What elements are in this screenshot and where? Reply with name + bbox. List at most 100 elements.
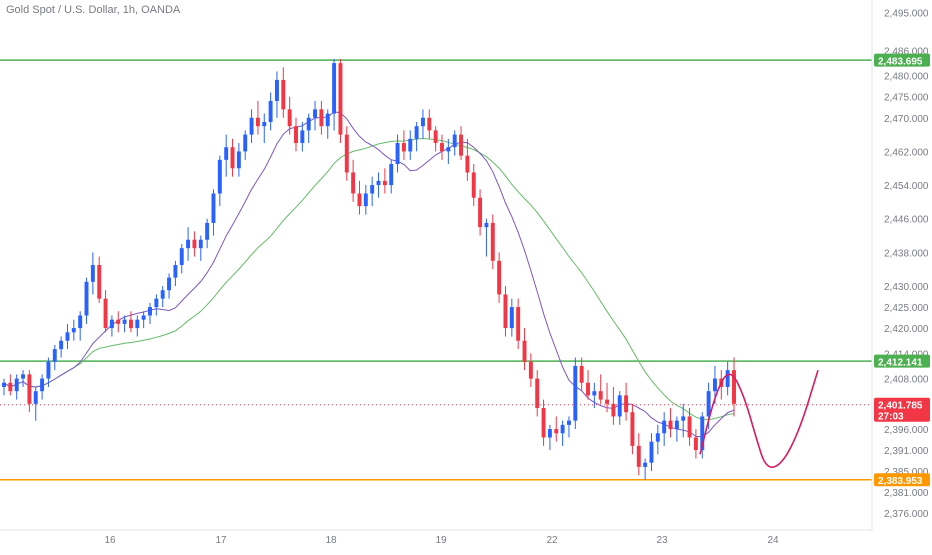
price-tick-label: 2,385.000: [884, 467, 929, 478]
candle-body: [116, 319, 121, 324]
price-tick-label: 2,391.000: [884, 446, 929, 457]
candle-body: [681, 416, 686, 421]
candle-body: [14, 378, 19, 392]
candle: [65, 323, 70, 350]
candle-body: [274, 79, 279, 101]
candle: [674, 416, 679, 442]
candle-body: [566, 420, 571, 425]
candle: [167, 273, 172, 299]
candle: [522, 328, 527, 371]
candle: [27, 370, 32, 413]
candle: [14, 374, 19, 400]
candle-body: [586, 382, 590, 396]
candle: [306, 113, 311, 144]
candle-body: [84, 281, 89, 316]
candle: [497, 252, 502, 303]
candle: [116, 311, 121, 333]
level-price-tag: 2,412.141: [874, 354, 930, 369]
candle: [281, 67, 286, 118]
candle-body: [712, 378, 717, 392]
candle: [344, 126, 349, 181]
candle: [528, 353, 533, 387]
candle-body: [732, 370, 736, 404]
candle-body: [535, 378, 540, 409]
candle: [249, 109, 254, 144]
candle-body: [351, 172, 356, 194]
candle: [732, 357, 736, 417]
candle: [192, 231, 197, 257]
candle: [294, 117, 298, 152]
candle: [624, 382, 629, 421]
candle-body: [65, 332, 70, 341]
candle: [446, 138, 451, 165]
candle-body: [40, 378, 45, 392]
candle: [541, 399, 546, 446]
candle-body: [598, 391, 603, 400]
candle-body: [408, 138, 413, 152]
candle: [433, 126, 438, 152]
candle: [503, 286, 508, 337]
candle: [382, 168, 387, 194]
candle: [186, 227, 191, 261]
candle-body: [141, 315, 146, 320]
candle-body: [503, 294, 508, 329]
candle-body: [306, 117, 311, 131]
candle: [243, 130, 248, 160]
candle: [84, 277, 89, 324]
candle: [427, 109, 432, 139]
candle-body: [440, 143, 444, 152]
candle: [148, 302, 152, 324]
price-tick-label: 2,381.000: [884, 488, 929, 499]
candle: [560, 420, 565, 446]
candle: [2, 378, 6, 396]
candle-body: [287, 109, 292, 127]
level-price-tag-text: 2,383.953: [878, 476, 923, 487]
candle-body: [655, 433, 660, 442]
candle-body: [236, 151, 241, 169]
candle-body: [528, 361, 533, 379]
projection-curve: [699, 369, 819, 468]
candle-body: [382, 180, 387, 186]
candle: [592, 382, 597, 409]
candle-body: [465, 155, 470, 173]
price-tick-label: 2,446.000: [884, 215, 929, 226]
price-tick-label: 2,475.000: [884, 93, 929, 104]
candle: [262, 113, 267, 144]
candle: [71, 319, 76, 341]
candle-body: [560, 424, 565, 434]
candle-body: [547, 429, 552, 438]
candle-body: [154, 298, 159, 308]
candle: [255, 100, 260, 135]
candle-body: [27, 374, 32, 404]
candle: [33, 386, 38, 421]
candle-body: [294, 126, 298, 144]
candle: [217, 155, 222, 207]
candle: [605, 382, 610, 413]
candle: [128, 311, 133, 333]
candle: [211, 189, 216, 236]
candle-body: [211, 193, 216, 223]
candle-body: [497, 260, 502, 295]
price-tick-label: 2,470.000: [884, 114, 929, 125]
candle: [173, 260, 178, 287]
candle-body: [427, 117, 432, 131]
candle: [325, 109, 330, 139]
candle: [154, 294, 159, 316]
candle-body: [516, 307, 521, 341]
candle-body: [148, 307, 152, 316]
candle-body: [243, 134, 248, 152]
candle-body: [478, 197, 483, 228]
candle-body: [21, 374, 26, 379]
price-tick-label: 2,425.000: [884, 303, 929, 314]
candle-body: [135, 319, 140, 329]
candle-body: [255, 117, 260, 127]
candle-body: [78, 315, 83, 329]
candle-body: [636, 445, 641, 467]
level-price-tag: 2,483.695: [874, 53, 930, 68]
candle-body: [319, 109, 324, 127]
candle-body: [693, 437, 698, 451]
candle-body: [484, 222, 489, 228]
candle: [389, 159, 394, 194]
candle-body: [414, 126, 419, 139]
